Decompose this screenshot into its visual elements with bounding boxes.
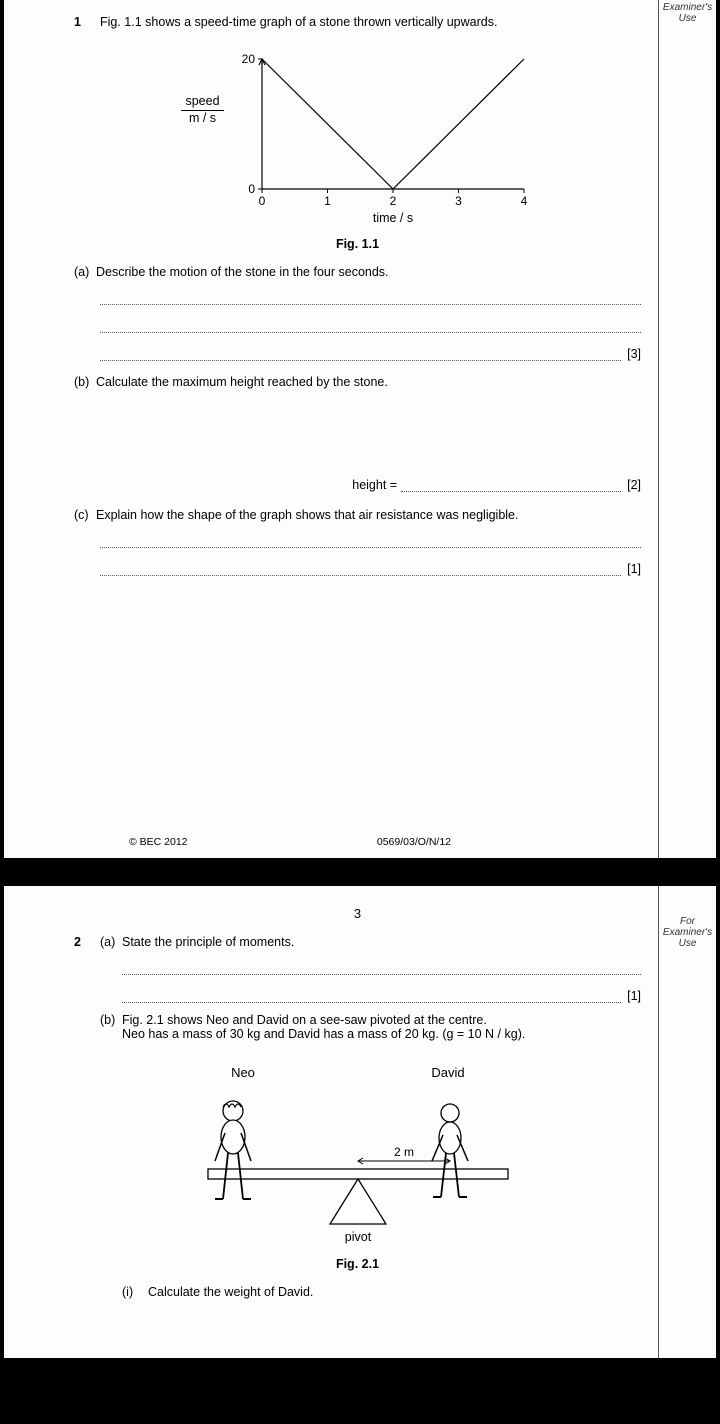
y-label-top: speed bbox=[181, 95, 223, 111]
q2b-text: Fig. 2.1 shows Neo and David on a see-sa… bbox=[122, 1013, 641, 1041]
examiner-margin-2: For Examiner's Use bbox=[658, 886, 716, 1358]
examiner-use: Use bbox=[659, 938, 716, 949]
page1-content: 1 Fig. 1.1 shows a speed-time graph of a… bbox=[14, 15, 706, 848]
q1b-answer: height = [2] bbox=[74, 474, 641, 492]
svg-text:Neo: Neo bbox=[231, 1065, 255, 1080]
q1-row: 1 Fig. 1.1 shows a speed-time graph of a… bbox=[74, 15, 641, 29]
paper-code: 0569/03/O/N/12 bbox=[377, 836, 451, 848]
answer-line bbox=[100, 339, 621, 361]
fig-1-1-chart: speed m / s 0 20 0 1 2 3 4 time / s bbox=[74, 49, 641, 229]
answer-line bbox=[100, 526, 641, 548]
answer-line-marks: [3] bbox=[100, 339, 641, 361]
q1a-answer-area: [3] bbox=[100, 283, 641, 361]
answer-line bbox=[100, 283, 641, 305]
page1-footer: © BEC 2012 0569/03/O/N/12 bbox=[74, 836, 641, 848]
q2bi-row: (i) Calculate the weight of David. bbox=[122, 1285, 641, 1299]
q1b-marks: [2] bbox=[627, 478, 641, 492]
svg-text:2: 2 bbox=[389, 194, 396, 208]
q1b-text: Calculate the maximum height reached by … bbox=[96, 375, 641, 389]
page-1: Examiner's Use 1 Fig. 1.1 shows a speed-… bbox=[0, 0, 720, 862]
q2b-row: (b) Fig. 2.1 shows Neo and David on a se… bbox=[100, 1013, 641, 1041]
q1-intro: Fig. 1.1 shows a speed-time graph of a s… bbox=[100, 15, 641, 29]
svg-text:1: 1 bbox=[324, 194, 331, 208]
chart-svg: 0 20 0 1 2 3 4 time / s bbox=[234, 49, 534, 229]
examiner-examiners: Examiner's bbox=[659, 927, 716, 938]
q2b-line1: Fig. 2.1 shows Neo and David on a see-sa… bbox=[122, 1013, 641, 1027]
q1-number: 1 bbox=[74, 15, 100, 29]
y-axis-label: speed m / s bbox=[181, 95, 223, 126]
answer-line-marks: [1] bbox=[100, 554, 641, 576]
q1a-text: Describe the motion of the stone in the … bbox=[96, 265, 641, 279]
answer-line bbox=[401, 474, 621, 492]
seesaw-svg: Neo David pivot 2 m bbox=[188, 1059, 528, 1249]
height-equals: height = bbox=[352, 478, 397, 492]
examiner-margin: Examiner's Use bbox=[658, 0, 716, 858]
q1c-text: Explain how the shape of the graph shows… bbox=[96, 508, 641, 522]
q2a-marks: [1] bbox=[627, 989, 641, 1003]
answer-line-marks: [1] bbox=[122, 981, 641, 1003]
q1c-answer-area: [1] bbox=[100, 526, 641, 576]
examiner-label-line1: Examiner's Use bbox=[659, 2, 716, 24]
svg-text:0: 0 bbox=[258, 194, 265, 208]
q2-row: 2 (a) State the principle of moments. bbox=[74, 935, 641, 949]
fig-2-1-caption: Fig. 2.1 bbox=[74, 1257, 641, 1271]
q2a-answer-area: [1] bbox=[122, 953, 641, 1003]
examiner-for: For bbox=[659, 916, 716, 927]
svg-text:20: 20 bbox=[241, 52, 255, 66]
q1b-label: (b) bbox=[74, 375, 96, 389]
page2-content: 3 2 (a) State the principle of moments. … bbox=[14, 906, 706, 1343]
svg-text:0: 0 bbox=[248, 182, 255, 196]
svg-text:3: 3 bbox=[455, 194, 462, 208]
q1a-row: (a) Describe the motion of the stone in … bbox=[74, 265, 641, 279]
q2-number: 2 bbox=[74, 935, 100, 949]
q1a-label: (a) bbox=[74, 265, 96, 279]
q2a-text: State the principle of moments. bbox=[122, 935, 641, 949]
chart-inner: speed m / s 0 20 0 1 2 3 4 time / s bbox=[181, 49, 533, 229]
q1c-row: (c) Explain how the shape of the graph s… bbox=[74, 508, 641, 522]
svg-text:pivot: pivot bbox=[344, 1230, 371, 1244]
copyright: © BEC 2012 bbox=[129, 836, 188, 848]
page-number: 3 bbox=[74, 906, 641, 921]
q1a-marks: [3] bbox=[627, 347, 641, 361]
q2bi-text: Calculate the weight of David. bbox=[148, 1285, 641, 1299]
svg-text:David: David bbox=[431, 1065, 464, 1080]
q2bi-label: (i) bbox=[122, 1285, 148, 1299]
answer-line bbox=[122, 981, 621, 1003]
fig-2-1: Neo David pivot 2 m bbox=[74, 1059, 641, 1249]
q2b-label: (b) bbox=[100, 1013, 122, 1041]
answer-line bbox=[122, 953, 641, 975]
q2b-line2: Neo has a mass of 30 kg and David has a … bbox=[122, 1027, 641, 1041]
y-label-bottom: m / s bbox=[181, 111, 223, 126]
svg-text:time / s: time / s bbox=[372, 211, 412, 225]
q1b-row: (b) Calculate the maximum height reached… bbox=[74, 375, 641, 389]
q1c-label: (c) bbox=[74, 508, 96, 522]
svg-text:4: 4 bbox=[520, 194, 527, 208]
q1c-marks: [1] bbox=[627, 562, 641, 576]
svg-text:2 m: 2 m bbox=[393, 1145, 413, 1159]
q2a-label: (a) bbox=[100, 935, 122, 949]
answer-line bbox=[100, 554, 621, 576]
page-2: For Examiner's Use 3 2 (a) State the pri… bbox=[0, 882, 720, 1362]
fig-1-1-caption: Fig. 1.1 bbox=[74, 237, 641, 251]
answer-line bbox=[100, 311, 641, 333]
